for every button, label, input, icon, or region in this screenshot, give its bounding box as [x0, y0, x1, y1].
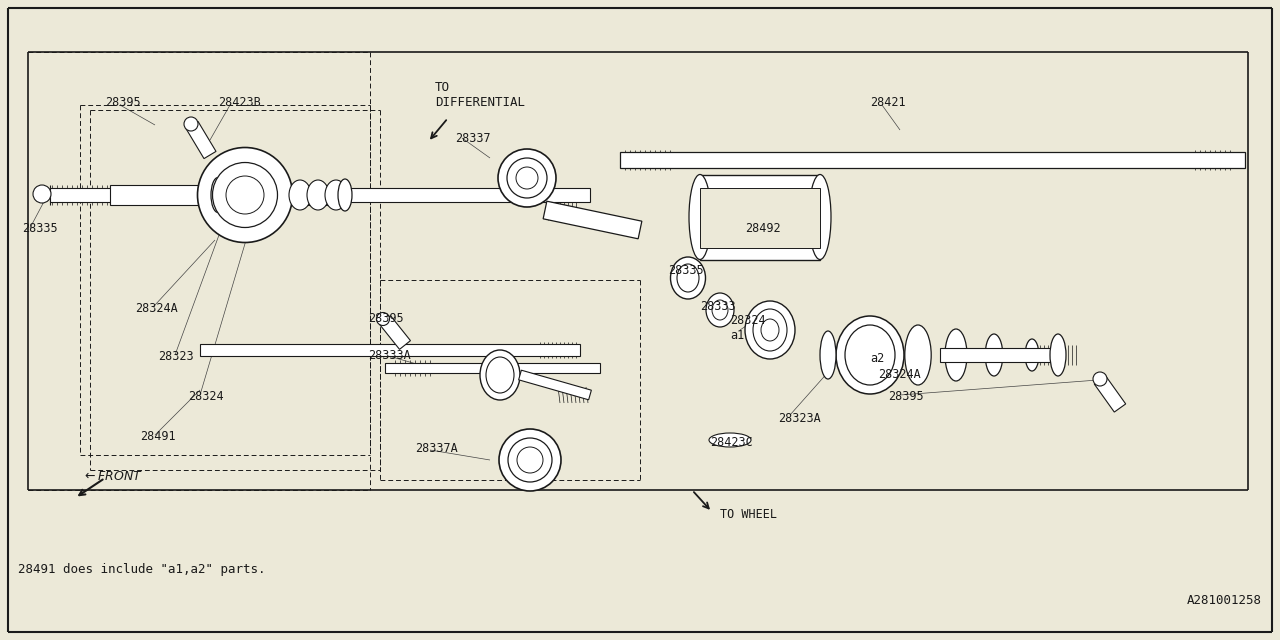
Text: TO WHEEL: TO WHEEL: [721, 509, 777, 522]
Ellipse shape: [845, 325, 895, 385]
Text: 28421: 28421: [870, 95, 906, 109]
Bar: [700, 188, 820, 248]
Ellipse shape: [809, 175, 831, 259]
Polygon shape: [186, 122, 216, 159]
Text: 28492: 28492: [745, 221, 781, 234]
Text: TO
DIFFERENTIAL: TO DIFFERENTIAL: [435, 81, 525, 109]
Ellipse shape: [707, 293, 733, 327]
Ellipse shape: [820, 331, 836, 379]
Ellipse shape: [498, 149, 556, 207]
Ellipse shape: [836, 316, 904, 394]
Ellipse shape: [671, 257, 705, 299]
Ellipse shape: [212, 163, 278, 227]
Ellipse shape: [712, 300, 728, 320]
Ellipse shape: [33, 185, 51, 203]
Ellipse shape: [986, 334, 1002, 376]
Ellipse shape: [289, 180, 311, 210]
Ellipse shape: [307, 180, 329, 210]
Text: 28395: 28395: [369, 312, 403, 324]
Polygon shape: [518, 370, 591, 400]
Text: 28324A: 28324A: [134, 301, 178, 314]
Polygon shape: [620, 152, 1245, 168]
Text: 28323A: 28323A: [778, 412, 820, 424]
Text: 28335: 28335: [22, 221, 58, 234]
Text: 28423C: 28423C: [710, 436, 753, 449]
Polygon shape: [385, 363, 600, 373]
Ellipse shape: [905, 325, 932, 385]
Text: 28337: 28337: [454, 131, 490, 145]
Ellipse shape: [376, 312, 389, 326]
Ellipse shape: [1025, 339, 1039, 371]
Text: 28423B: 28423B: [218, 95, 261, 109]
Ellipse shape: [197, 147, 293, 243]
Ellipse shape: [709, 433, 751, 447]
Polygon shape: [940, 348, 1055, 362]
Ellipse shape: [507, 158, 547, 198]
Ellipse shape: [184, 117, 198, 131]
Ellipse shape: [516, 167, 538, 189]
Polygon shape: [200, 344, 580, 356]
Polygon shape: [1094, 376, 1125, 412]
Bar: [700, 175, 820, 260]
Text: 28395: 28395: [888, 390, 924, 403]
Ellipse shape: [865, 321, 895, 389]
Polygon shape: [543, 201, 641, 239]
Ellipse shape: [689, 175, 710, 259]
Ellipse shape: [762, 319, 780, 341]
Ellipse shape: [325, 180, 347, 210]
Ellipse shape: [1093, 372, 1107, 386]
Text: $\leftarrow$FRONT: $\leftarrow$FRONT: [82, 470, 143, 483]
Text: 28333A: 28333A: [369, 349, 411, 362]
Text: 28337A: 28337A: [415, 442, 458, 456]
Ellipse shape: [480, 350, 520, 400]
Ellipse shape: [486, 357, 515, 393]
Text: a2: a2: [870, 351, 884, 365]
Text: 28491 does include "a1,a2" parts.: 28491 does include "a1,a2" parts.: [18, 563, 265, 577]
Text: 28324
a1: 28324 a1: [730, 314, 765, 342]
Text: 28323: 28323: [157, 349, 193, 362]
Polygon shape: [110, 185, 340, 205]
Ellipse shape: [517, 447, 543, 473]
Text: 28324A: 28324A: [878, 367, 920, 381]
Ellipse shape: [338, 179, 352, 211]
Text: 28395: 28395: [105, 95, 141, 109]
Ellipse shape: [499, 429, 561, 491]
Ellipse shape: [945, 329, 966, 381]
Ellipse shape: [753, 309, 787, 351]
Text: A281001258: A281001258: [1187, 593, 1262, 607]
Ellipse shape: [677, 264, 699, 292]
Polygon shape: [50, 188, 590, 202]
Text: 28333: 28333: [700, 300, 736, 312]
Ellipse shape: [745, 301, 795, 359]
Ellipse shape: [508, 438, 552, 482]
Polygon shape: [380, 316, 411, 349]
Ellipse shape: [1050, 334, 1066, 376]
Ellipse shape: [227, 176, 264, 214]
Text: 28324: 28324: [188, 390, 224, 403]
Ellipse shape: [211, 177, 225, 212]
Text: 28335: 28335: [668, 264, 704, 276]
Text: 28491: 28491: [140, 431, 175, 444]
